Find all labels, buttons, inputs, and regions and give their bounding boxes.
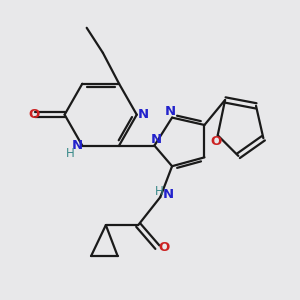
Text: N: N xyxy=(71,139,82,152)
Text: H: H xyxy=(65,147,74,160)
Text: O: O xyxy=(211,135,222,148)
Text: O: O xyxy=(28,108,39,121)
Text: N: N xyxy=(138,108,149,121)
Text: N: N xyxy=(163,188,174,201)
Text: O: O xyxy=(158,241,169,254)
Text: N: N xyxy=(165,105,176,118)
Text: N: N xyxy=(150,133,161,146)
Text: H: H xyxy=(154,185,163,198)
